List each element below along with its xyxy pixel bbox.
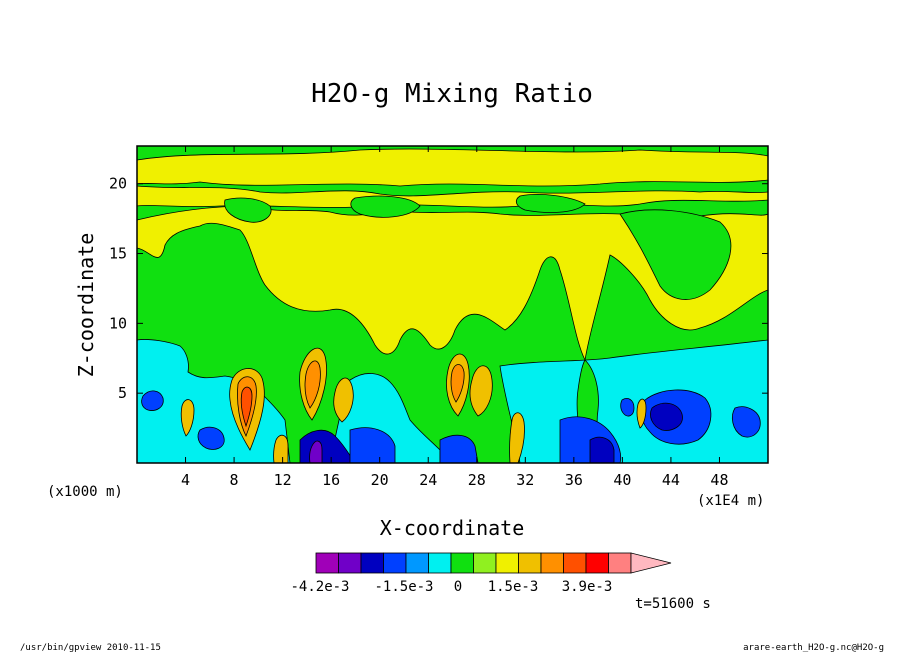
x-tick-label-48: 48 bbox=[710, 471, 728, 489]
region-plume-12 bbox=[273, 434, 289, 463]
y-tick-label-15: 15 bbox=[109, 245, 127, 263]
region-plume-8-core bbox=[240, 386, 253, 428]
colorbar-swatch-11 bbox=[563, 552, 587, 574]
x-tick-label-12: 12 bbox=[274, 471, 292, 489]
colorbar-label-1: -1.5e-3 bbox=[374, 579, 433, 595]
colorbar-swatch-4 bbox=[405, 552, 429, 574]
y-axis-label: Z-coordinate bbox=[74, 233, 98, 378]
chart-title: H2O-g Mixing Ratio bbox=[311, 79, 593, 109]
x-tick-label-4: 4 bbox=[181, 471, 190, 489]
colorbar-extend-arrow bbox=[630, 552, 672, 574]
plot-frame bbox=[136, 145, 769, 464]
colorbar-label-4: 3.9e-3 bbox=[562, 579, 613, 595]
region-plume-26-mid bbox=[450, 364, 465, 403]
region-blue-lower-left bbox=[197, 426, 225, 450]
colorbar-swatch-3 bbox=[383, 552, 407, 574]
region-green-patch-2 bbox=[350, 195, 421, 218]
region-yellow-band-2 bbox=[137, 185, 768, 208]
region-blue-mid bbox=[439, 434, 479, 463]
x-tick-label-20: 20 bbox=[371, 471, 389, 489]
colorbar-swatch-8 bbox=[495, 552, 519, 574]
colorbar-swatch-6 bbox=[450, 552, 474, 574]
region-plume-15-mid bbox=[304, 360, 321, 409]
region-plume-18 bbox=[333, 377, 354, 423]
colorbar-labels: -4.2e-3 -1.5e-3 0 1.5e-3 3.9e-3 bbox=[290, 579, 612, 595]
colorbar-swatch-13 bbox=[608, 552, 632, 574]
y-tick-label-20: 20 bbox=[109, 175, 127, 193]
x-tick-label-40: 40 bbox=[613, 471, 631, 489]
x-tick-label-28: 28 bbox=[468, 471, 486, 489]
colorbar bbox=[315, 552, 672, 574]
region-plume-41 bbox=[636, 398, 647, 429]
region-green-patch-4 bbox=[619, 209, 732, 300]
x-unit-left: (x1000 m) bbox=[47, 484, 123, 500]
region-purple-15 bbox=[309, 440, 323, 463]
region-plume-4 bbox=[180, 399, 195, 437]
colorbar-label-2: 0 bbox=[454, 579, 462, 595]
colorbar-swatch-2 bbox=[360, 552, 384, 574]
y-tick-label-10: 10 bbox=[109, 314, 127, 332]
region-blue-left bbox=[141, 390, 164, 411]
region-blue-right-inner bbox=[650, 402, 683, 431]
region-green-patch-3 bbox=[515, 194, 586, 213]
colorbar-swatch-1 bbox=[338, 552, 362, 574]
x-axis-label: X-coordinate bbox=[380, 516, 525, 540]
colorbar-swatch-7 bbox=[473, 552, 497, 574]
x-tick-label-24: 24 bbox=[419, 471, 437, 489]
region-plume-31 bbox=[509, 412, 525, 463]
time-label: t=51600 s bbox=[635, 596, 711, 612]
region-yellow-central bbox=[137, 205, 768, 362]
x-tick-label-44: 44 bbox=[662, 471, 680, 489]
region-blue-right-core bbox=[589, 436, 615, 463]
region-blue-center-2 bbox=[349, 427, 396, 463]
colorbar-swatch-5 bbox=[428, 552, 452, 574]
x-axis: 4 8 12 16 20 24 28 32 36 40 44 48 bbox=[181, 146, 728, 489]
region-blue-right-edge bbox=[731, 406, 761, 438]
footer-left-note: /usr/bin/gpview 2010-11-15 bbox=[20, 643, 161, 653]
x-tick-label-16: 16 bbox=[322, 471, 340, 489]
colorbar-swatch-9 bbox=[518, 552, 542, 574]
x-tick-label-36: 36 bbox=[565, 471, 583, 489]
y-axis: 5 10 15 20 bbox=[109, 175, 768, 402]
colorbar-swatch-10 bbox=[540, 552, 564, 574]
colorbar-label-0: -4.2e-3 bbox=[290, 579, 349, 595]
colorbar-swatch-12 bbox=[585, 552, 609, 574]
contour-field bbox=[137, 146, 768, 463]
x-unit-right: (x1E4 m) bbox=[697, 493, 764, 509]
region-yellow-top-band bbox=[137, 148, 768, 187]
region-plume-29 bbox=[469, 365, 493, 417]
y-tick-label-5: 5 bbox=[118, 384, 127, 402]
region-green-patch-1 bbox=[224, 197, 272, 223]
x-tick-label-32: 32 bbox=[516, 471, 534, 489]
region-blue-small-1 bbox=[620, 398, 635, 417]
x-tick-label-8: 8 bbox=[230, 471, 239, 489]
colorbar-label-3: 1.5e-3 bbox=[488, 579, 539, 595]
footer-right-note: arare-earth_H2O-g.nc@H2O-g bbox=[743, 643, 884, 653]
colorbar-swatch-0 bbox=[315, 552, 339, 574]
